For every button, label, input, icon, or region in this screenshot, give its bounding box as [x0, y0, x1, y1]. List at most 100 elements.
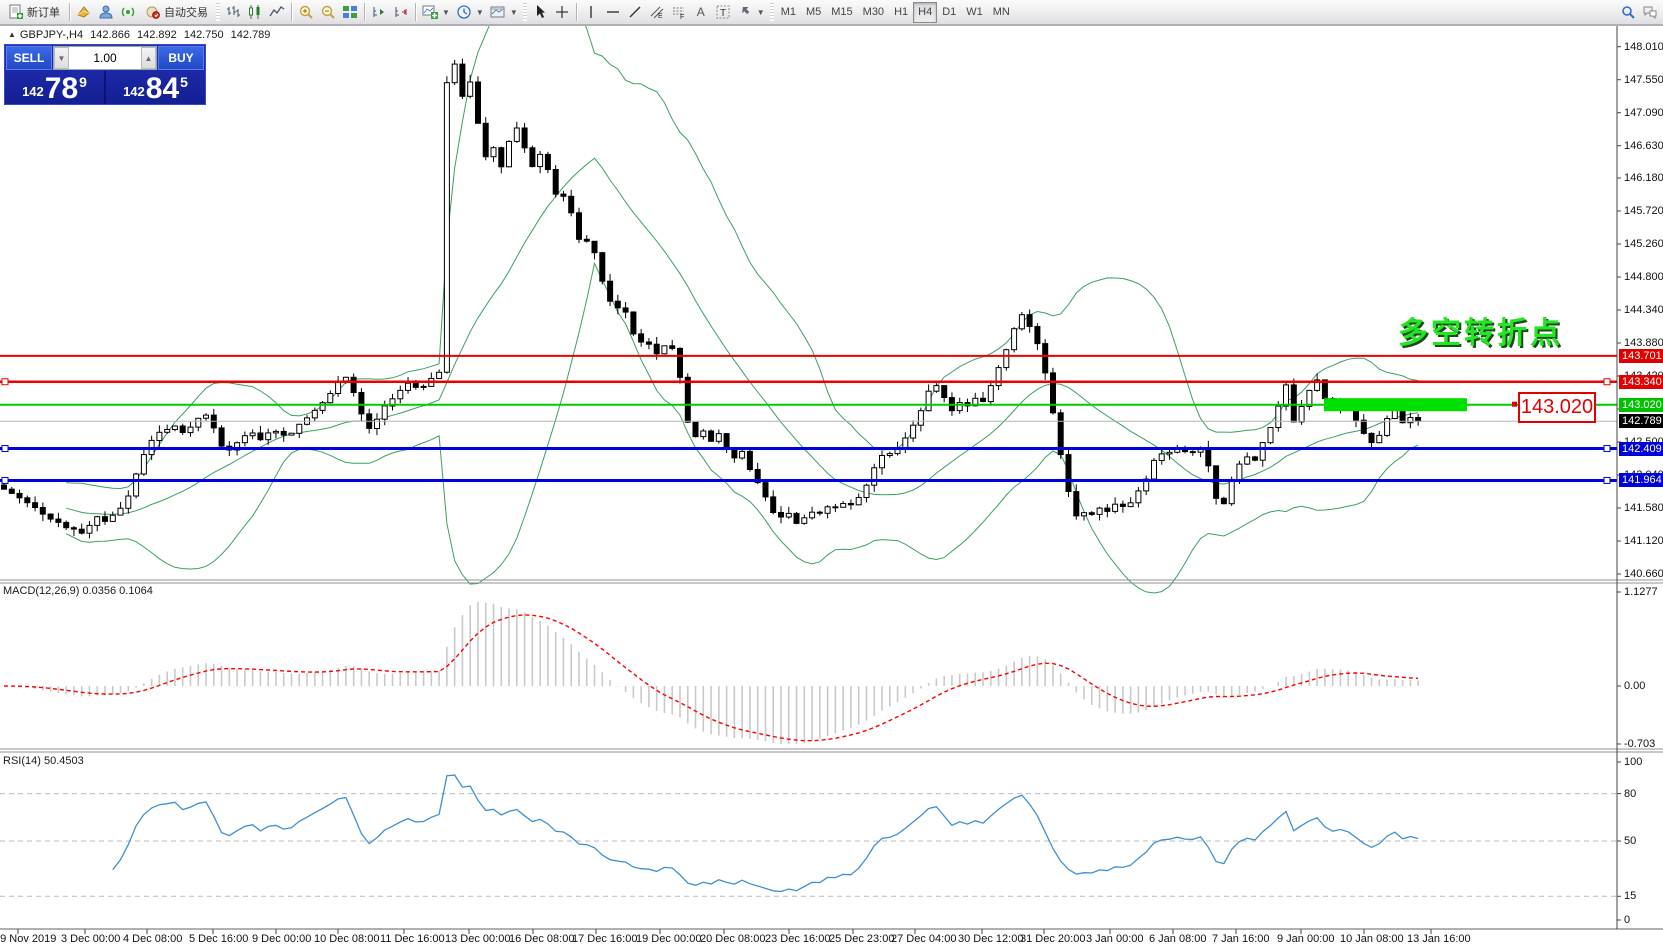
- price-level-badge: 142.409: [1619, 442, 1663, 456]
- price-axis-tick: 144.800: [1624, 271, 1663, 283]
- chart-shift-button[interactable]: [368, 2, 390, 23]
- search-button[interactable]: [1617, 2, 1639, 23]
- current-price-badge: 142.789: [1619, 414, 1663, 428]
- signal-button[interactable]: [117, 2, 139, 23]
- market-watch-button[interactable]: [73, 2, 95, 23]
- person-icon: [99, 5, 113, 19]
- level-marker: [1603, 378, 1611, 386]
- rsi-axis-tick: 0: [1624, 914, 1631, 926]
- separator: [364, 3, 365, 21]
- buy-price-prefix: 142: [123, 84, 145, 99]
- tf-m15[interactable]: M15: [831, 6, 853, 18]
- time-axis-label: 25 Dec 23:00: [829, 933, 895, 945]
- turning-point-annotation[interactable]: 多空转折点: [1398, 317, 1563, 350]
- buy-button[interactable]: BUY: [158, 46, 204, 70]
- separator: [415, 3, 416, 21]
- zoom-out-icon: [321, 5, 335, 19]
- vertical-line-icon: [590, 6, 592, 18]
- price-axis-tick: 146.630: [1624, 140, 1663, 152]
- horizontal-line-button[interactable]: [602, 2, 624, 23]
- line-chart-icon: [269, 6, 285, 17]
- time-axis-label: 5 Dec 16:00: [189, 933, 249, 945]
- collapse-arrow-icon[interactable]: ▲: [8, 30, 16, 39]
- new-order-button[interactable]: 新订单: [2, 2, 66, 23]
- autotrading-button[interactable]: 自动交易: [139, 2, 214, 23]
- cursor-button[interactable]: [529, 2, 551, 23]
- buy-price[interactable]: 142 84 5: [106, 71, 205, 104]
- price-axis-tick: 148.010: [1624, 41, 1663, 53]
- ohlc-high: 142.892: [137, 29, 177, 41]
- line-chart-button[interactable]: [266, 2, 288, 23]
- text-label-button[interactable]: T: [712, 2, 734, 23]
- time-axis-label: 20 Dec 08:00: [700, 933, 766, 945]
- tf-w1[interactable]: W1: [966, 6, 983, 18]
- market-watch-icon: [77, 6, 90, 18]
- tf-mn[interactable]: MN: [992, 6, 1010, 18]
- channel-icon: E: [650, 6, 664, 20]
- time-axis-label: 6 Jan 08:00: [1149, 933, 1207, 945]
- time-axis-label: 9 Dec 00:00: [252, 933, 312, 945]
- candles-layer: [1, 58, 1422, 539]
- candlestick-chart-button[interactable]: [244, 2, 266, 23]
- tf-h1[interactable]: H1: [894, 6, 909, 18]
- rsi-axis-tick: 80: [1624, 788, 1637, 800]
- templates-button[interactable]: ▼: [487, 2, 521, 23]
- indicators-icon: [422, 5, 438, 19]
- sell-price[interactable]: 142 78 9: [5, 71, 106, 104]
- volume-input[interactable]: 1.00: [93, 51, 117, 65]
- price-axis-tick: 140.660: [1624, 568, 1663, 580]
- volume-down-button[interactable]: ▼: [54, 47, 69, 69]
- arrows-button[interactable]: ▼: [734, 2, 768, 23]
- chat-icon: [1643, 6, 1657, 20]
- chat-button[interactable]: [1639, 2, 1661, 23]
- tile-windows-button[interactable]: [339, 2, 361, 23]
- crosshair-button[interactable]: [551, 2, 573, 23]
- text-button[interactable]: A: [690, 2, 712, 23]
- periods-button[interactable]: ▼: [453, 2, 487, 23]
- time-axis-label: 10 Dec 08:00: [314, 933, 380, 945]
- indicators-button[interactable]: ▼: [419, 2, 453, 23]
- fibonacci-button[interactable]: F: [668, 2, 690, 23]
- buy-price-big: 84: [145, 72, 180, 105]
- price-axis-tick: 141.120: [1624, 535, 1663, 547]
- bar-chart-button[interactable]: [222, 2, 244, 23]
- one-click-trading-panel: SELL ▼ 1.00 ▲ BUY 142 78 9 142 84 5: [4, 44, 206, 105]
- new-order-icon: [9, 4, 23, 19]
- auto-scroll-button[interactable]: [390, 2, 412, 23]
- zoom-out-button[interactable]: [317, 2, 339, 23]
- rsi-line: [112, 774, 1419, 893]
- channel-button[interactable]: E: [646, 2, 668, 23]
- volume-up-button[interactable]: ▲: [141, 47, 156, 69]
- sell-button[interactable]: SELL: [6, 46, 52, 70]
- price-axis-tick: 147.550: [1624, 74, 1663, 86]
- time-axis-label: 7 Jan 16:00: [1212, 933, 1270, 945]
- tf-d1[interactable]: D1: [942, 6, 957, 18]
- tf-h4[interactable]: H4: [913, 1, 938, 23]
- time-axis-label: 29 Nov 2019: [0, 933, 57, 945]
- tf-m5[interactable]: M5: [805, 6, 822, 18]
- rsi-axis-tick: 50: [1624, 835, 1637, 847]
- fibonacci-icon: F: [672, 7, 684, 20]
- time-axis-label: 23 Dec 16:00: [765, 933, 831, 945]
- fibo-letter: F: [680, 14, 684, 20]
- trendline-button[interactable]: [624, 2, 646, 23]
- bollinger-upper: [66, 0, 1419, 490]
- price-axis-tick: 146.180: [1624, 172, 1663, 184]
- tf-m1[interactable]: M1: [780, 6, 796, 18]
- level-price-box-annotation[interactable]: 143.020: [1518, 392, 1596, 423]
- ohlc-low: 142.750: [183, 29, 224, 41]
- rsi-axis-tick: 15: [1624, 890, 1637, 902]
- highlight-bar: [1324, 398, 1467, 412]
- time-axis-label: 31 Dec 20:00: [1020, 933, 1086, 945]
- zoom-in-button[interactable]: [295, 2, 317, 23]
- toolbar-grip: [769, 3, 774, 21]
- separator: [575, 3, 577, 21]
- time-axis-label: 19 Dec 00:00: [636, 933, 702, 945]
- tf-m30[interactable]: M30: [862, 6, 885, 18]
- volume-control: ▼ 1.00 ▲: [53, 46, 157, 70]
- vertical-line-button[interactable]: [580, 2, 602, 23]
- price-axis-tick: 147.090: [1624, 107, 1663, 119]
- time-axis-label: 13 Dec 00:00: [445, 933, 511, 945]
- accounts-button[interactable]: [95, 2, 117, 23]
